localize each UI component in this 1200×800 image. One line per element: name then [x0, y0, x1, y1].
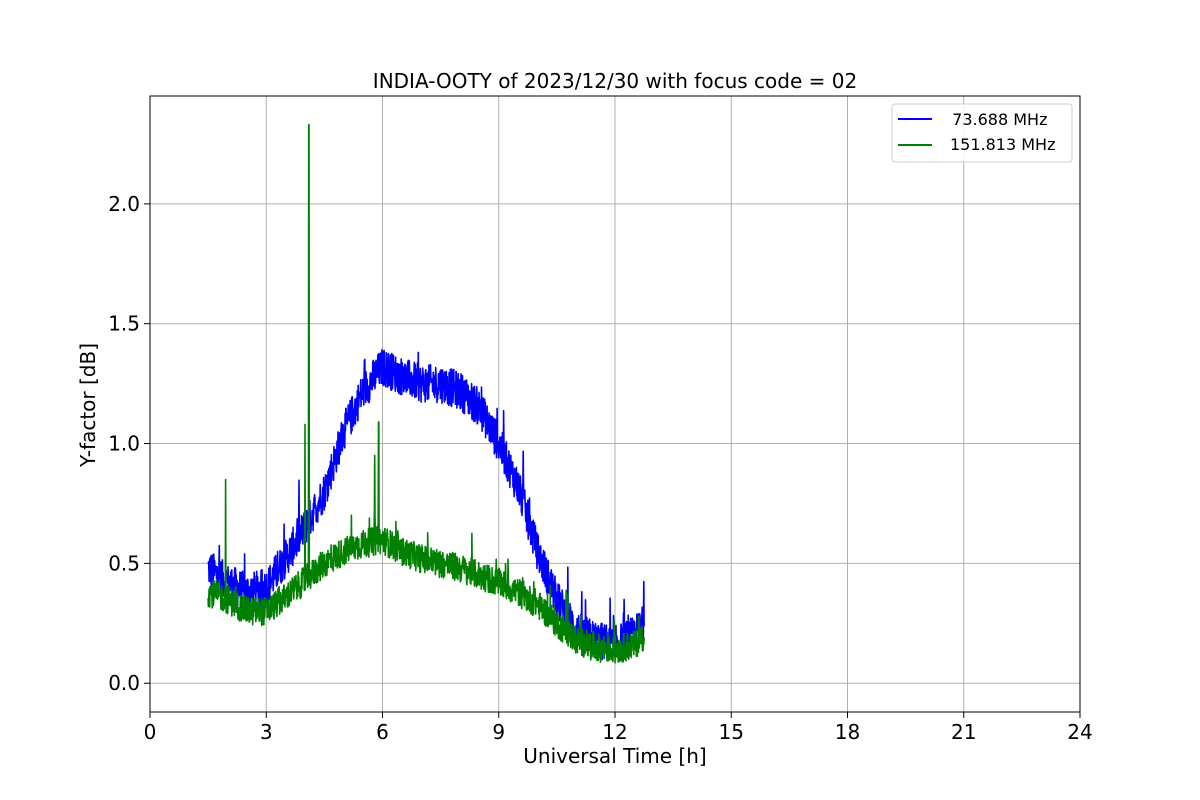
x-tick-label: 15 — [719, 720, 744, 744]
x-tick-label: 3 — [260, 720, 273, 744]
series-line-151mhz — [207, 124, 645, 664]
legend-label-73mhz: 73.688 MHz — [942, 110, 1047, 129]
y-axis-label: Y-factor [dB] — [76, 343, 100, 468]
x-tick-label: 12 — [602, 720, 627, 744]
x-axis-ticks: 0 3 6 9 12 15 18 21 24 — [144, 712, 1093, 744]
x-tick-label: 6 — [376, 720, 389, 744]
y-tick-label: 2.0 — [108, 192, 140, 216]
chart-title: INDIA-OOTY of 2023/12/30 with focus code… — [373, 69, 857, 93]
x-gridlines — [149, 96, 1081, 712]
legend-box — [891, 103, 1073, 163]
y-tick-label: 1.0 — [108, 432, 140, 456]
y-tick-label: 1.5 — [108, 312, 140, 336]
legend: 73.688 MHz 151.813 MHz — [891, 103, 1073, 163]
legend-label-151mhz: 151.813 MHz — [950, 135, 1055, 154]
x-tick-label: 0 — [144, 720, 157, 744]
x-tick-label: 21 — [951, 720, 976, 744]
y-axis-ticks: 0.0 0.5 1.0 1.5 2.0 — [108, 192, 150, 695]
series-layer — [207, 124, 645, 664]
x-tick-label: 9 — [492, 720, 505, 744]
x-tick-label: 24 — [1067, 720, 1092, 744]
x-tick-label: 18 — [835, 720, 860, 744]
x-axis-label: Universal Time [h] — [523, 744, 706, 768]
y-tick-label: 0.5 — [108, 551, 140, 575]
y-tick-label: 0.0 — [108, 671, 140, 695]
